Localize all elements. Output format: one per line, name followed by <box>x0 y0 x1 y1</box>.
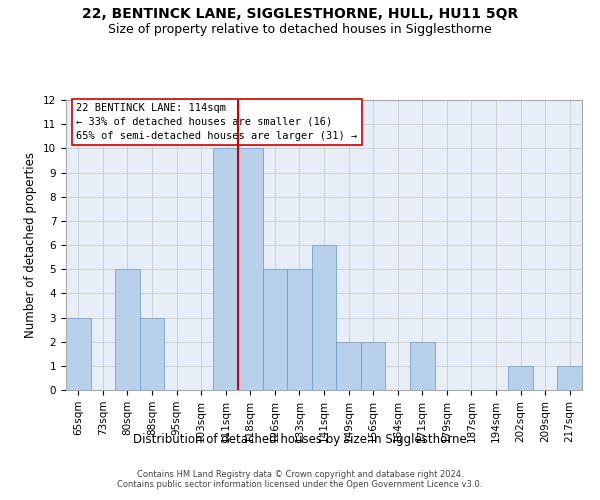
Bar <box>410 342 434 390</box>
Text: Contains HM Land Registry data © Crown copyright and database right 2024.: Contains HM Land Registry data © Crown c… <box>137 470 463 479</box>
Bar <box>66 318 91 390</box>
Bar <box>238 148 263 390</box>
Bar <box>508 366 533 390</box>
Text: Size of property relative to detached houses in Sigglesthorne: Size of property relative to detached ho… <box>108 22 492 36</box>
Bar <box>287 269 312 390</box>
Bar <box>557 366 582 390</box>
Text: Contains public sector information licensed under the Open Government Licence v3: Contains public sector information licen… <box>118 480 482 489</box>
Bar <box>115 269 140 390</box>
Bar <box>140 318 164 390</box>
Text: 22, BENTINCK LANE, SIGGLESTHORNE, HULL, HU11 5QR: 22, BENTINCK LANE, SIGGLESTHORNE, HULL, … <box>82 8 518 22</box>
Bar <box>361 342 385 390</box>
Y-axis label: Number of detached properties: Number of detached properties <box>25 152 37 338</box>
Bar <box>312 245 336 390</box>
Bar <box>336 342 361 390</box>
Bar <box>214 148 238 390</box>
Text: 22 BENTINCK LANE: 114sqm
← 33% of detached houses are smaller (16)
65% of semi-d: 22 BENTINCK LANE: 114sqm ← 33% of detach… <box>76 103 358 141</box>
Bar <box>263 269 287 390</box>
Text: Distribution of detached houses by size in Sigglesthorne: Distribution of detached houses by size … <box>133 432 467 446</box>
